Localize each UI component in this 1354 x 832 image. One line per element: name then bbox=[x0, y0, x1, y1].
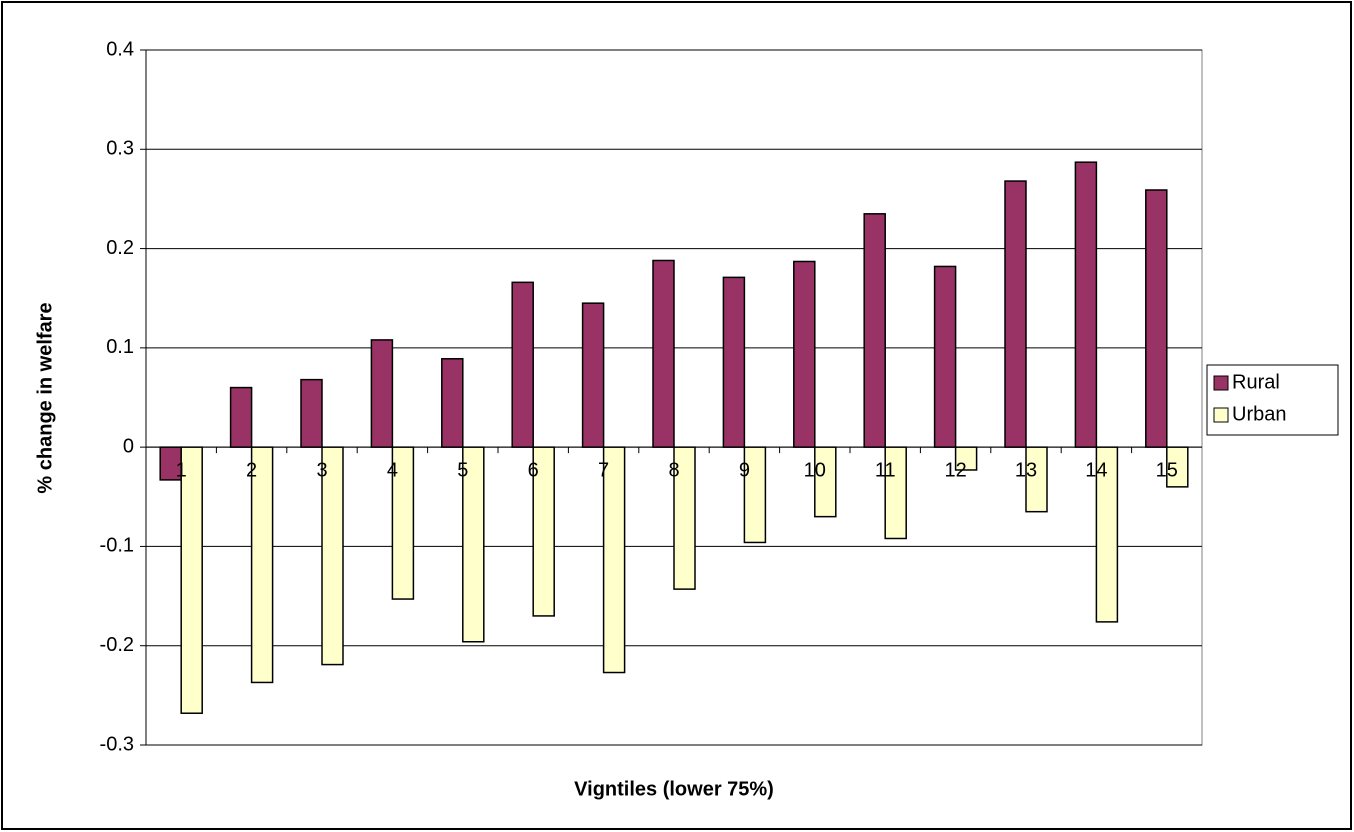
y-tick-label: 0.4 bbox=[106, 38, 134, 60]
x-tick-label: 13 bbox=[1015, 459, 1037, 481]
legend-label: Rural bbox=[1232, 371, 1280, 393]
bar bbox=[300, 378, 323, 448]
bar bbox=[441, 358, 464, 448]
y-tick-label: 0 bbox=[123, 435, 134, 457]
x-tick-label: 12 bbox=[944, 459, 966, 481]
bar bbox=[180, 446, 203, 714]
legend-box bbox=[1206, 364, 1339, 436]
legend-label: Urban bbox=[1232, 403, 1286, 425]
y-tick-label: 0.2 bbox=[106, 237, 134, 259]
bar bbox=[370, 339, 394, 448]
bar bbox=[863, 213, 886, 448]
x-tick-label: 5 bbox=[457, 459, 468, 481]
x-tick-label: 8 bbox=[668, 459, 679, 481]
y-tick-label: -0.1 bbox=[100, 535, 134, 557]
x-tick-label: 6 bbox=[528, 459, 539, 481]
bar bbox=[229, 386, 253, 448]
x-tick-label: 10 bbox=[804, 459, 826, 481]
y-axis-label: % change in welfare bbox=[34, 302, 56, 493]
x-axis-label: Vigntiles (lower 75%) bbox=[574, 778, 774, 800]
x-tick-label: 2 bbox=[246, 459, 257, 481]
y-tick-label: 0.1 bbox=[106, 336, 134, 358]
bar bbox=[1145, 189, 1168, 448]
x-tick-label: 7 bbox=[598, 459, 609, 481]
bar bbox=[250, 446, 274, 684]
bar bbox=[652, 259, 675, 448]
bar bbox=[511, 281, 534, 448]
x-tick-label: 9 bbox=[739, 459, 750, 481]
legend-swatch bbox=[1213, 375, 1229, 391]
x-tick-label: 14 bbox=[1085, 459, 1107, 481]
y-tick-label: 0.3 bbox=[106, 138, 134, 160]
x-tick-label: 11 bbox=[875, 459, 896, 481]
x-tick-label: 15 bbox=[1156, 459, 1178, 481]
bar bbox=[793, 260, 816, 448]
bar bbox=[933, 265, 957, 448]
y-tick-label: -0.2 bbox=[100, 634, 134, 656]
bar bbox=[722, 276, 746, 448]
legend-swatch bbox=[1213, 407, 1229, 423]
bar bbox=[1074, 161, 1098, 448]
bar bbox=[581, 302, 605, 448]
x-tick-label: 3 bbox=[316, 459, 327, 481]
x-tick-label: 4 bbox=[387, 459, 398, 481]
x-tick-label: 1 bbox=[176, 459, 187, 481]
y-tick-label: -0.3 bbox=[100, 733, 134, 755]
bar bbox=[1004, 180, 1027, 448]
bar bbox=[814, 446, 837, 518]
